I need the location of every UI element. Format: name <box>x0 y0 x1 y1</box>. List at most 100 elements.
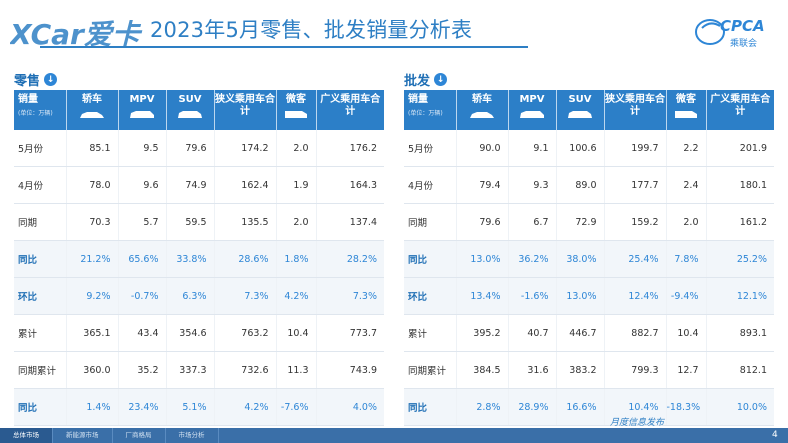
table-cell: 13.0% <box>456 240 509 278</box>
table-cell: 10.4 <box>666 314 707 352</box>
table-cell: 773.7 <box>316 314 384 352</box>
footer-tab[interactable]: 新能源市场 <box>53 428 113 443</box>
column-header: 微客 <box>276 90 317 130</box>
table-cell: 10.4 <box>276 314 317 352</box>
table-row: 4月份 78.0 9.6 74.9 162.4 1.9 164.3 <box>14 166 384 204</box>
table-cell: 2.4 <box>666 166 707 204</box>
table-cell: 893.1 <box>706 314 774 352</box>
row-label: 同期累计 <box>14 351 67 389</box>
page-number: 4 <box>772 430 778 440</box>
column-header: 轿车 <box>66 90 119 130</box>
table-cell: 360.0 <box>66 351 119 389</box>
table-cell: 38.0% <box>556 240 605 278</box>
table-cell: 1.9 <box>276 166 317 204</box>
table-cell: 79.4 <box>456 166 509 204</box>
table-cell: 354.6 <box>166 314 215 352</box>
row-label: 环比 <box>404 277 457 315</box>
footer-tab[interactable]: 市场分析 <box>166 428 219 443</box>
table-cell: 78.0 <box>66 166 119 204</box>
table-cell: 11.3 <box>276 351 317 389</box>
table-cell: 28.2% <box>316 240 384 278</box>
table-cell: 812.1 <box>706 351 774 389</box>
retail-table: 销量 (单位：万辆) 轿车 MPV SUV 狭义乘用车合计 微客 广义乘用车合计… <box>14 90 384 426</box>
table-cell: -9.4% <box>666 277 707 315</box>
footer-signature: 月度信息发布 <box>610 418 665 428</box>
table-cell: 85.1 <box>66 130 119 167</box>
table-cell: 6.3% <box>166 277 215 315</box>
row-label: 同比 <box>14 240 67 278</box>
table-cell: 9.2% <box>66 277 119 315</box>
table-cell: 13.0% <box>556 277 605 315</box>
table-cell: 12.4% <box>604 277 667 315</box>
column-header: 广义乘用车合计 <box>706 90 774 130</box>
table-row: 同期累计 360.0 35.2 337.3 732.6 11.3 743.9 <box>14 351 384 389</box>
table-cell: 176.2 <box>316 130 384 167</box>
suv-icon <box>568 111 592 118</box>
footer-tab[interactable]: 厂商格局 <box>113 428 166 443</box>
table-cell: 135.5 <box>214 203 277 241</box>
table-cell: 74.9 <box>166 166 215 204</box>
table-cell: 9.6 <box>118 166 167 204</box>
column-header: MPV <box>118 90 167 130</box>
table-cell: 2.0 <box>666 203 707 241</box>
table-cell: 5.7 <box>118 203 167 241</box>
retail-section-label: 零售 ↓ <box>14 70 58 89</box>
table-row: 同期累计 384.5 31.6 383.2 799.3 12.7 812.1 <box>404 351 774 389</box>
table-cell: 12.7 <box>666 351 707 389</box>
table-cell: 90.0 <box>456 130 509 167</box>
footer-tab[interactable]: 总体市场 <box>0 428 53 443</box>
wholesale-table: 销量 (单位：万辆) 轿车 MPV SUV 狭义乘用车合计 微客 广义乘用车合计… <box>404 90 774 426</box>
table-cell: 159.2 <box>604 203 667 241</box>
table-cell: 16.6% <box>556 388 605 426</box>
table-row: 累计 365.1 43.4 354.6 763.2 10.4 773.7 <box>14 314 384 352</box>
table-cell: 201.9 <box>706 130 774 167</box>
table-cell: 395.2 <box>456 314 509 352</box>
table-cell: 21.2% <box>66 240 119 278</box>
table-cell: 162.4 <box>214 166 277 204</box>
table-cell: 70.3 <box>66 203 119 241</box>
table-cell: 2.2 <box>666 130 707 167</box>
table-cell: 137.4 <box>316 203 384 241</box>
table-cell: 25.2% <box>706 240 774 278</box>
table-cell: 180.1 <box>706 166 774 204</box>
row-label: 5月份 <box>404 130 457 167</box>
page-title: 2023年5月零售、批发销量分析表 <box>150 18 473 42</box>
suv-icon <box>178 111 202 118</box>
table-row: 同期 70.3 5.7 59.5 135.5 2.0 137.4 <box>14 203 384 241</box>
table-cell: 31.6 <box>508 351 557 389</box>
table-cell: 446.7 <box>556 314 605 352</box>
row-label: 4月份 <box>14 166 67 204</box>
table-row: 5月份 90.0 9.1 100.6 199.7 2.2 201.9 <box>404 130 774 167</box>
table-cell: 4.2% <box>276 277 317 315</box>
table-cell: 72.9 <box>556 203 605 241</box>
table-cell: 9.3 <box>508 166 557 204</box>
table-cell: 199.7 <box>604 130 667 167</box>
table-cell: 10.4% <box>604 388 667 426</box>
column-header: SUV <box>166 90 215 130</box>
table-cell: 6.7 <box>508 203 557 241</box>
row-label: 环比 <box>14 277 67 315</box>
header-first: 销量 (单位：万辆) <box>14 90 67 130</box>
column-header: MPV <box>508 90 557 130</box>
table-cell: -0.7% <box>118 277 167 315</box>
row-label: 5月份 <box>14 130 67 167</box>
row-label: 累计 <box>404 314 457 352</box>
table-cell: 9.1 <box>508 130 557 167</box>
column-header: 狭义乘用车合计 <box>604 90 667 130</box>
header-first: 销量 (单位：万辆) <box>404 90 457 130</box>
table-cell: 732.6 <box>214 351 277 389</box>
table-cell: 7.3% <box>316 277 384 315</box>
table-row: 4月份 79.4 9.3 89.0 177.7 2.4 180.1 <box>404 166 774 204</box>
table-cell: 23.4% <box>118 388 167 426</box>
table-cell: 12.1% <box>706 277 774 315</box>
table-cell: 28.9% <box>508 388 557 426</box>
row-label: 同比 <box>404 388 457 426</box>
table-cell: 28.6% <box>214 240 277 278</box>
title-underline <box>40 46 528 48</box>
table-cell: 4.0% <box>316 388 384 426</box>
table-cell: 2.8% <box>456 388 509 426</box>
car-icon <box>470 112 494 118</box>
van-icon <box>285 111 307 118</box>
table-cell: 384.5 <box>456 351 509 389</box>
table-cell: 65.6% <box>118 240 167 278</box>
